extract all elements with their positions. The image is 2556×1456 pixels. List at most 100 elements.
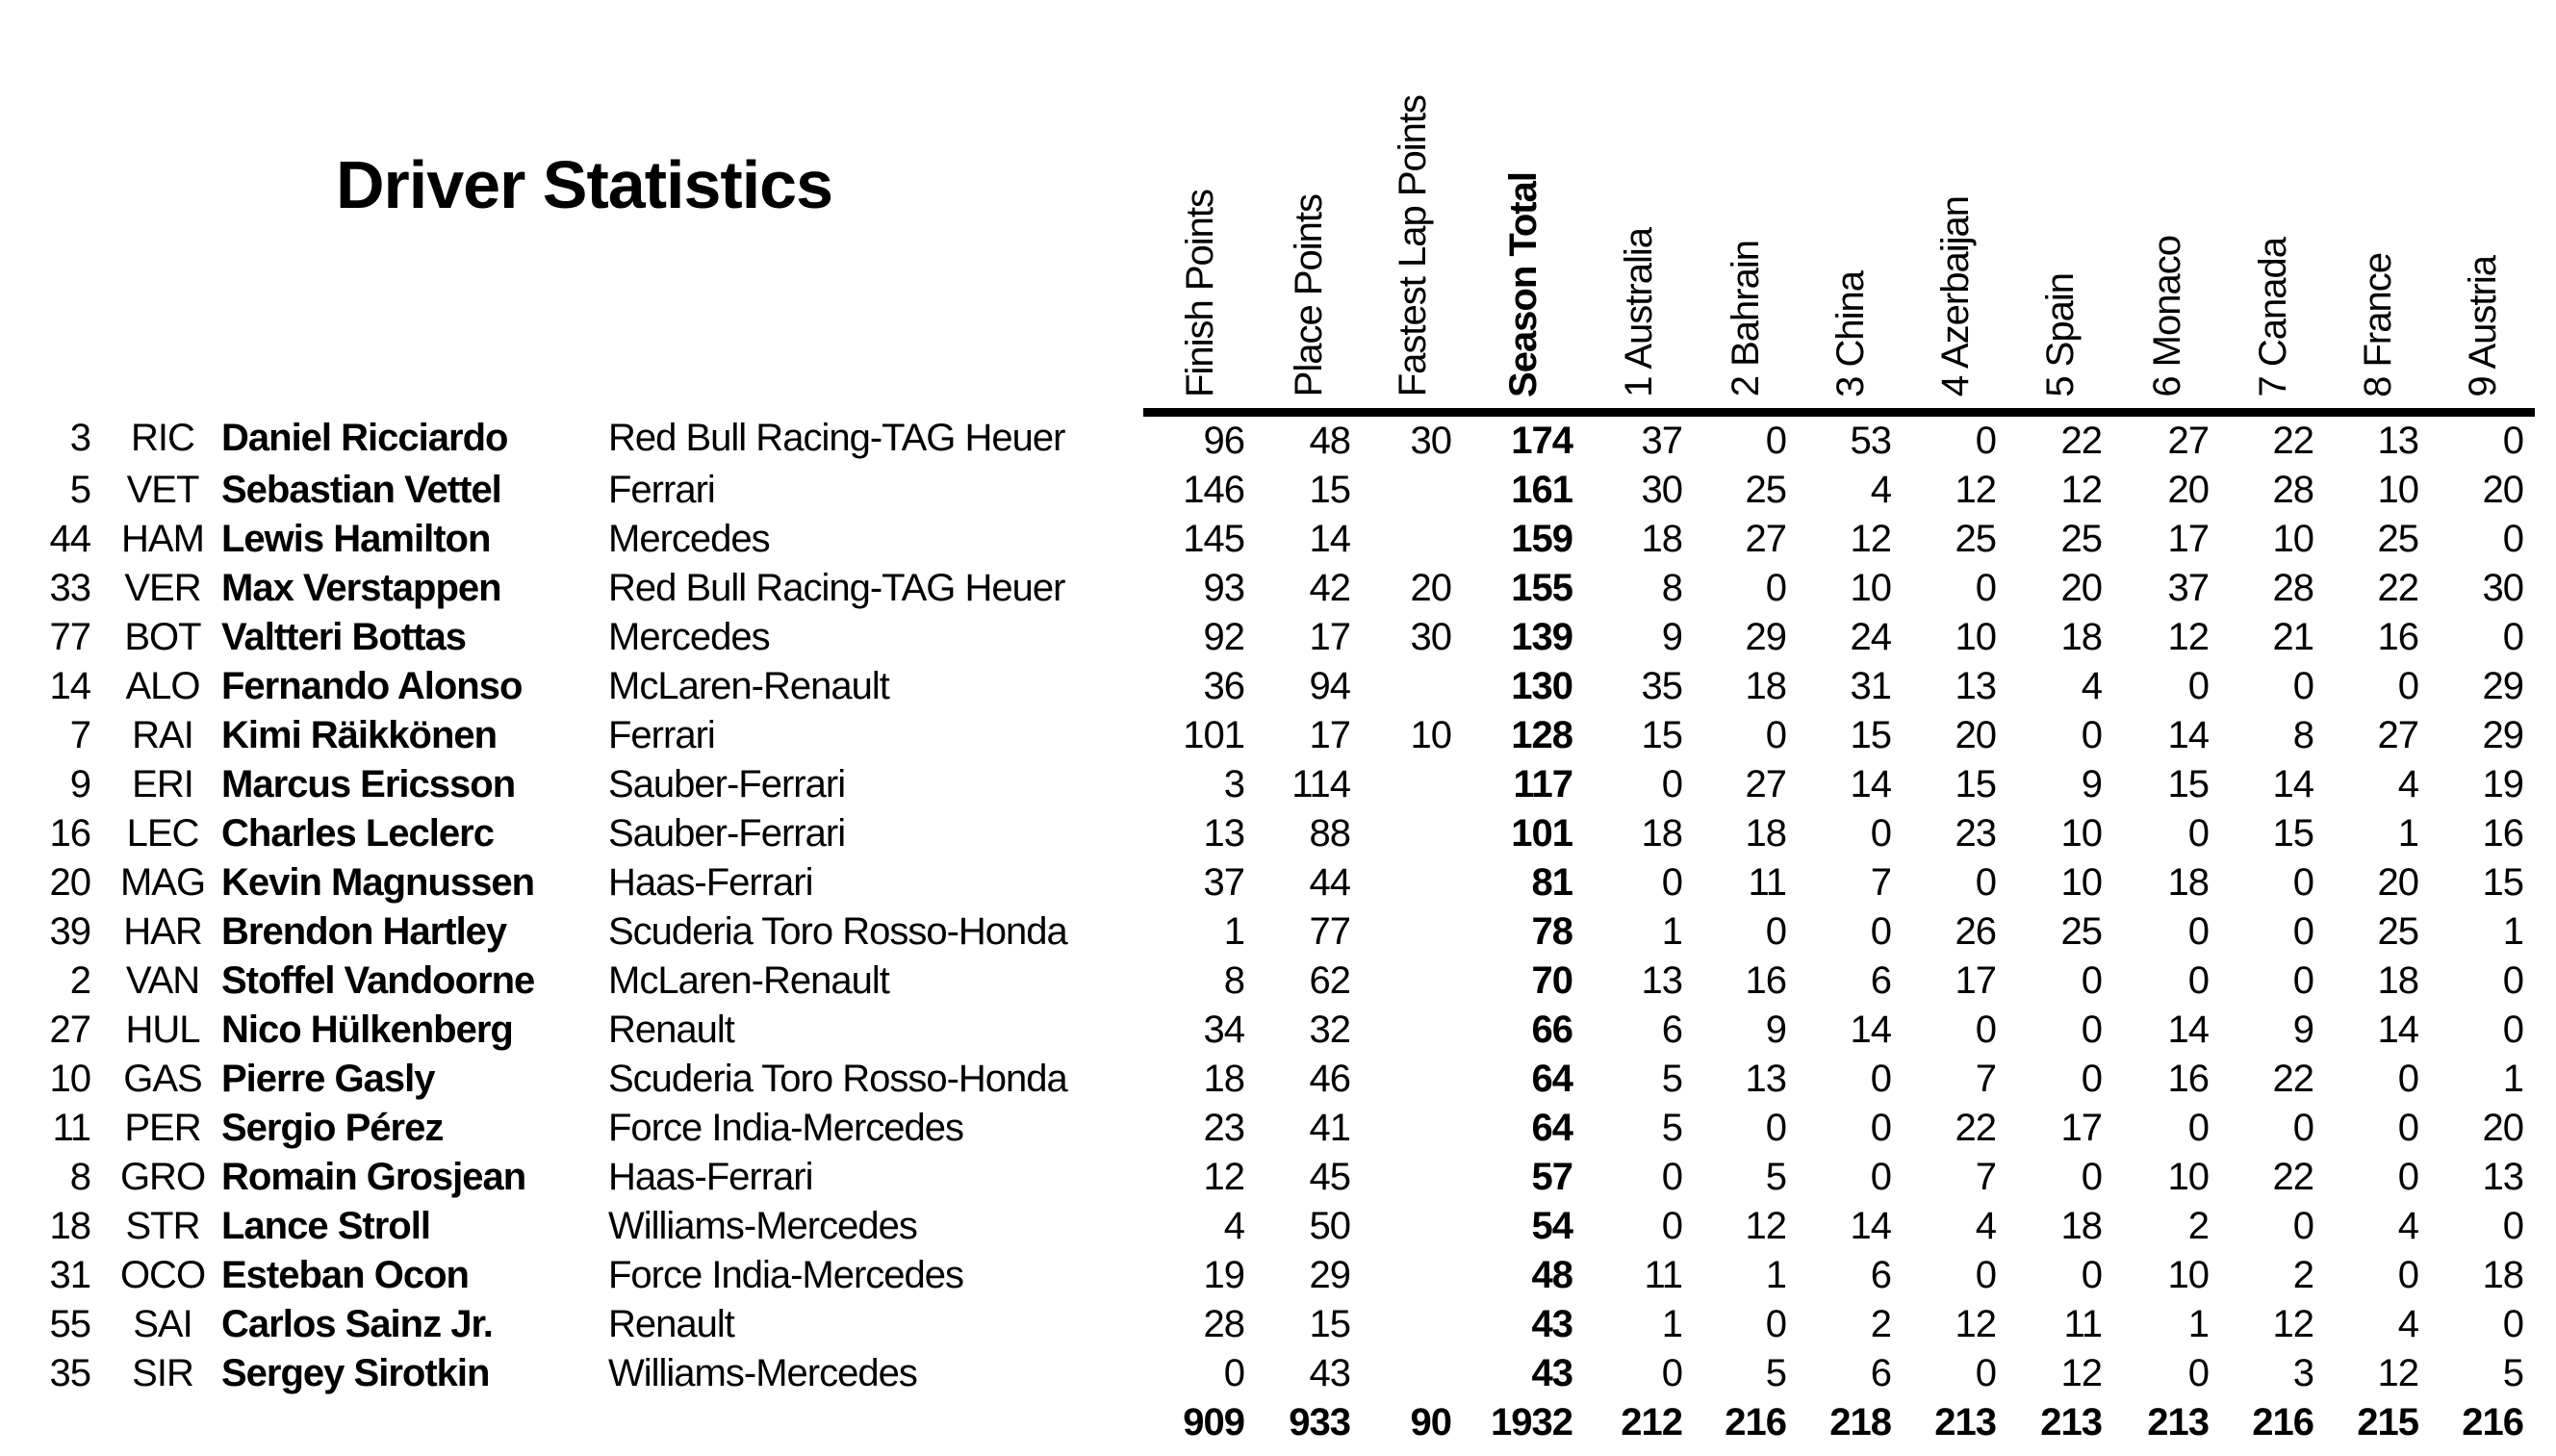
race-points-value: 0 xyxy=(1765,419,1787,462)
driver-code: HAM xyxy=(121,517,205,560)
season-total-value: 43 xyxy=(1531,1351,1574,1394)
col-header-fastest-lap-points-label: Fastest Lap Points xyxy=(1391,95,1434,397)
race-points-value: 13 xyxy=(1955,664,1998,707)
fastest-lap-points-value xyxy=(1362,662,1463,711)
race-points-value: 18 xyxy=(2167,860,2211,904)
race-points-value: 4 xyxy=(2397,1204,2419,1247)
race-points-value: 0 xyxy=(2081,1155,2103,1198)
finish-points-value: 19 xyxy=(1203,1253,1246,1296)
place-points-value: 46 xyxy=(1309,1057,1352,1100)
col-header-race-china: 3 China xyxy=(1798,0,1903,417)
race-points-value: 18 xyxy=(2377,958,2420,1002)
col-header-race-azerbaijan: 4 Azerbaijan xyxy=(1903,0,2007,417)
totals-race-china: 218 xyxy=(1829,1400,1892,1443)
race-points-value: 0 xyxy=(1975,419,1997,462)
table-row: 7 RAI Kimi Räikkönen Ferrari 101 17 10 128 15 0 15… xyxy=(0,711,2535,760)
totals-race-france: 215 xyxy=(2357,1400,2419,1443)
season-total-value: 139 xyxy=(1511,615,1573,658)
race-points-value: 26 xyxy=(1955,909,1998,953)
driver-team: Renault xyxy=(608,1302,735,1345)
race-points-value: 11 xyxy=(1748,860,1787,904)
race-points-value: 7 xyxy=(1870,860,1892,904)
race-points-value: 1 xyxy=(2187,1302,2210,1345)
race-points-value: 16 xyxy=(2377,615,2420,658)
race-points-value: 11 xyxy=(1644,1253,1683,1296)
table-row: 39 HAR Brendon Hartley Scuderia Toro Rosso-… xyxy=(0,907,2535,957)
finish-points-value: 37 xyxy=(1203,860,1246,904)
race-points-value: 0 xyxy=(2397,1057,2419,1100)
totals-empty-code xyxy=(106,1398,219,1447)
fastest-lap-points-value xyxy=(1362,515,1463,564)
totals-empty-name xyxy=(219,1398,604,1447)
race-points-value: 10 xyxy=(1955,615,1998,658)
race-points-value: 0 xyxy=(2081,958,2103,1002)
driver-name: Daniel Ricciardo xyxy=(221,417,508,460)
season-total-value: 117 xyxy=(1513,762,1573,805)
driver-number: 16 xyxy=(49,811,92,855)
race-points-value: 0 xyxy=(1975,860,1997,904)
race-points-value: 31 xyxy=(1850,664,1893,707)
season-total-value: 43 xyxy=(1531,1302,1574,1345)
driver-code: GAS xyxy=(123,1057,202,1100)
table-row: 31 OCO Esteban Ocon Force India-Mercedes 19 2… xyxy=(0,1251,2535,1300)
race-points-value: 5 xyxy=(1661,1106,1683,1149)
totals-race-monaco: 213 xyxy=(2147,1400,2210,1443)
totals-empty-team xyxy=(604,1398,1143,1447)
race-points-value: 2 xyxy=(2187,1204,2210,1247)
col-header-race-australia-label: 1 Australia xyxy=(1618,227,1660,397)
col-header-code xyxy=(106,0,219,412)
driver-team: Ferrari xyxy=(608,468,716,511)
finish-points-value: 96 xyxy=(1203,419,1246,462)
race-points-value: 30 xyxy=(2482,566,2525,609)
race-points-value: 11 xyxy=(2063,1302,2103,1345)
driver-number: 55 xyxy=(49,1302,92,1345)
place-points-value: 114 xyxy=(1291,762,1351,805)
place-points-value: 41 xyxy=(1309,1106,1352,1149)
race-points-value: 16 xyxy=(2482,811,2525,855)
race-points-value: 18 xyxy=(2060,1204,2104,1247)
fastest-lap-points-value: 30 xyxy=(1410,615,1453,658)
driver-name: Lewis Hamilton xyxy=(221,517,491,560)
race-points-value: 0 xyxy=(1870,909,1892,953)
race-points-value: 29 xyxy=(1745,615,1788,658)
table-row: 27 HUL Nico Hülkenberg Renault 34 32 66 6 9 14 0 0 1… xyxy=(0,1006,2535,1055)
driver-name: Sergio Pérez xyxy=(221,1106,444,1149)
race-points-value: 0 xyxy=(1765,1302,1787,1345)
table-row: 10 GAS Pierre Gasly Scuderia Toro Rosso-Hon… xyxy=(0,1055,2535,1104)
race-points-value: 0 xyxy=(1765,566,1787,609)
race-points-value: 0 xyxy=(2292,860,2314,904)
race-points-value: 0 xyxy=(1870,1057,1892,1100)
driver-name: Pierre Gasly xyxy=(221,1057,436,1100)
race-points-value: 15 xyxy=(1641,713,1684,756)
race-points-value: 0 xyxy=(2502,958,2524,1002)
driver-code: SIR xyxy=(132,1351,194,1394)
place-points-value: 77 xyxy=(1309,909,1352,953)
finish-points-value: 101 xyxy=(1183,713,1245,756)
fastest-lap-points-value xyxy=(1362,466,1463,515)
race-points-value: 0 xyxy=(1975,1351,1997,1394)
race-points-value: 12 xyxy=(1955,1302,1998,1345)
race-points-value: 22 xyxy=(2272,419,2315,462)
finish-points-value: 23 xyxy=(1203,1106,1246,1149)
race-points-value: 15 xyxy=(1850,713,1893,756)
table-row: 2 VAN Stoffel Vandoorne McLaren-Renault 8 62 7… xyxy=(0,957,2535,1006)
place-points-value: 62 xyxy=(1309,958,1352,1002)
race-points-value: 0 xyxy=(1661,762,1683,805)
driver-number: 11 xyxy=(52,1106,91,1149)
race-points-value: 0 xyxy=(2081,713,2103,756)
race-points-value: 5 xyxy=(2502,1351,2524,1394)
table-row: 16 LEC Charles Leclerc Sauber-Ferrari 13 88 10… xyxy=(0,809,2535,858)
race-points-value: 2 xyxy=(1870,1302,1892,1345)
race-points-value: 9 xyxy=(2292,1008,2314,1051)
place-points-value: 14 xyxy=(1309,517,1352,560)
place-points-value: 88 xyxy=(1309,811,1352,855)
fastest-lap-points-value xyxy=(1362,858,1463,907)
driver-name: Esteban Ocon xyxy=(221,1253,470,1296)
col-header-finish-points: Finish Points xyxy=(1143,0,1256,417)
race-points-value: 1 xyxy=(1661,1302,1683,1345)
driver-team: Sauber-Ferrari xyxy=(608,762,846,805)
totals-race-azerbaijan: 213 xyxy=(1934,1400,1997,1443)
season-total-value: 66 xyxy=(1531,1008,1574,1051)
race-points-value: 13 xyxy=(1745,1057,1788,1100)
race-points-value: 20 xyxy=(2482,468,2525,511)
